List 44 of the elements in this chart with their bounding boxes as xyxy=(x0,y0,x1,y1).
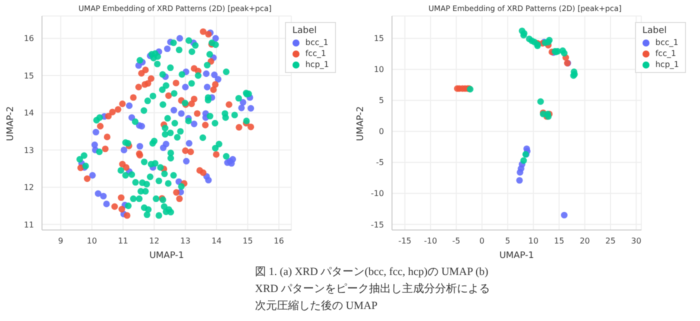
y-tick-label: 15 xyxy=(374,34,384,44)
x-tick-label: 14 xyxy=(211,236,222,246)
y-tick-label: 14 xyxy=(24,108,34,118)
legend-label: bcc_1 xyxy=(655,38,678,47)
y-axis-title: UMAP-2 xyxy=(6,106,16,141)
caption: 図 1. (a) XRD パターン(bcc, fcc, hcp)の UMAP (b) XRD パターンをピーク抽出し主成分分析による次元圧縮した後の UMAP xyxy=(255,265,491,314)
x-tick-label: 30 xyxy=(631,236,642,246)
legend-label: hcp_1 xyxy=(655,60,679,69)
x-axis-title: UMAP-1 xyxy=(149,251,184,261)
legend-title: Label xyxy=(642,26,668,36)
x-tick-label: 10 xyxy=(528,236,538,246)
x-tick-label: -10 xyxy=(424,236,438,246)
y-tick-label: 12 xyxy=(24,183,34,192)
x-tick-label: -5 xyxy=(452,236,460,246)
x-tick-label: 0 xyxy=(479,236,485,246)
x-tick-label: 15 xyxy=(242,236,253,246)
y-tick-label: 13 xyxy=(24,146,34,155)
legend-label: bcc_1 xyxy=(305,38,328,47)
y-axis-title: UMAP-2 xyxy=(356,106,366,141)
x-tick-label: 12 xyxy=(149,236,160,246)
legend-label: fcc_1 xyxy=(305,49,326,58)
x-tick-label: 20 xyxy=(580,236,590,246)
x-tick-label: 16 xyxy=(274,236,284,246)
x-tick-label: 5 xyxy=(505,236,510,246)
x-tick-label: 10 xyxy=(86,236,97,246)
x-tick-label: 11 xyxy=(118,236,128,246)
x-tick-label: 15 xyxy=(554,236,564,246)
x-axis-title: UMAP-1 xyxy=(499,251,534,261)
y-tick-label: 0 xyxy=(378,127,384,136)
y-tick-label: -10 xyxy=(370,189,384,198)
legend-label: hcp_1 xyxy=(305,60,329,69)
legend-label: fcc_1 xyxy=(655,49,676,58)
y-tick-label: 15 xyxy=(24,71,34,80)
y-tick-label: -5 xyxy=(376,158,384,168)
legend-title: Label xyxy=(292,26,318,36)
x-tick-label: 9 xyxy=(58,236,64,246)
y-tick-label: 5 xyxy=(378,96,384,106)
y-tick-label: -15 xyxy=(370,220,384,230)
x-tick-label: 25 xyxy=(605,236,616,246)
x-tick-label: 13 xyxy=(180,236,190,246)
y-tick-label: 10 xyxy=(374,65,384,74)
x-tick-label: -15 xyxy=(398,236,412,246)
y-tick-label: 11 xyxy=(24,220,34,230)
y-tick-label: 16 xyxy=(24,34,34,44)
